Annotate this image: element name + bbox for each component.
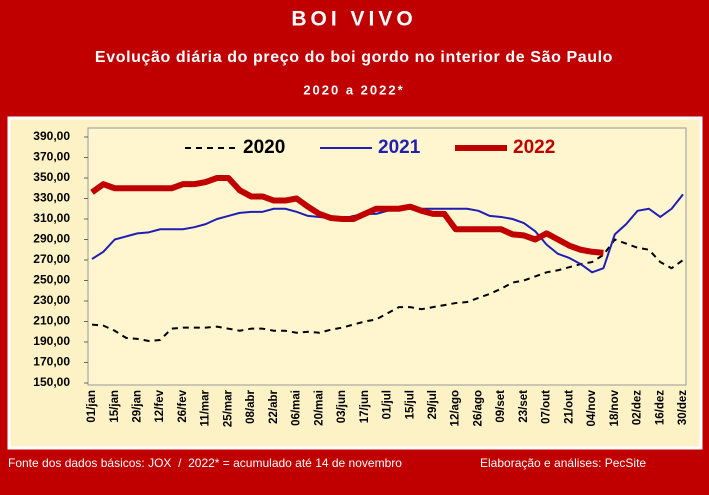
chart-subtitle: Evolução diária do preço do boi gordo no… [95,49,613,66]
x-tick-label: 12/ago [450,390,462,426]
x-tick-label: 02/dez [632,390,644,425]
x-tick-label: 15/jan [109,390,121,423]
y-tick-label: 350,00 [33,170,70,184]
y-tick-label: 390,00 [33,129,70,143]
x-tick-label: 23/set [518,390,530,423]
x-tick-label: 26/ago [472,390,484,426]
period: 2020 a 2022* [303,82,404,97]
x-tick-label: 15/jul [404,390,416,419]
x-tick-label: 04/nov [586,389,598,426]
y-tick-label: 370,00 [33,150,70,164]
x-tick-label: 12/fev [154,389,166,422]
plot-area [87,127,687,386]
x-tick-label: 16/dez [654,390,666,425]
y-tick-label: 290,00 [33,232,70,246]
y-tick-label: 330,00 [33,191,70,205]
x-tick-label: 26/fev [177,389,189,422]
x-tick-label: 08/abr [245,389,257,423]
credit: Elaboração e análises: PecSite [480,456,646,470]
y-tick-label: 310,00 [33,211,70,225]
x-tick-label: 09/set [495,390,507,423]
x-tick-label: 20/mai [313,390,325,426]
x-tick-label: 22/abr [268,389,280,423]
x-tick-label: 29/jan [131,390,143,423]
x-tick-label: 17/jun [359,390,371,423]
y-tick-label: 190,00 [33,334,70,348]
y-tick-label: 150,00 [33,375,70,389]
source: Fonte dos dados básicos: JOX / 2022* = a… [8,456,402,470]
x-tick-label: 01/jan [86,390,98,423]
x-tick-label: 18/nov [609,389,621,426]
x-tick-label: 25/mar [222,389,234,427]
x-tick-label: 29/jul [427,390,439,419]
x-tick-label: 30/dez [677,390,689,425]
y-tick-label: 230,00 [33,293,70,307]
x-tick-label: 07/out [541,390,553,424]
chart-title: BOI VIVO [291,8,416,31]
series-line [90,175,604,256]
y-tick-label: 170,00 [33,355,70,369]
legend-label: 2020 [243,137,285,158]
y-tick-label: 210,00 [33,314,70,328]
y-tick-label: 270,00 [33,252,70,266]
x-tick-label: 11/mar [200,389,212,426]
x-tick-label: 06/mai [291,390,303,426]
x-tick-label: 01/jul [382,390,394,419]
legend-label: 2022 [513,137,555,158]
legend-label: 2021 [378,137,421,158]
y-tick-label: 250,00 [33,273,70,287]
x-tick-label: 03/jun [336,390,348,423]
x-tick-label: 21/out [563,390,575,424]
